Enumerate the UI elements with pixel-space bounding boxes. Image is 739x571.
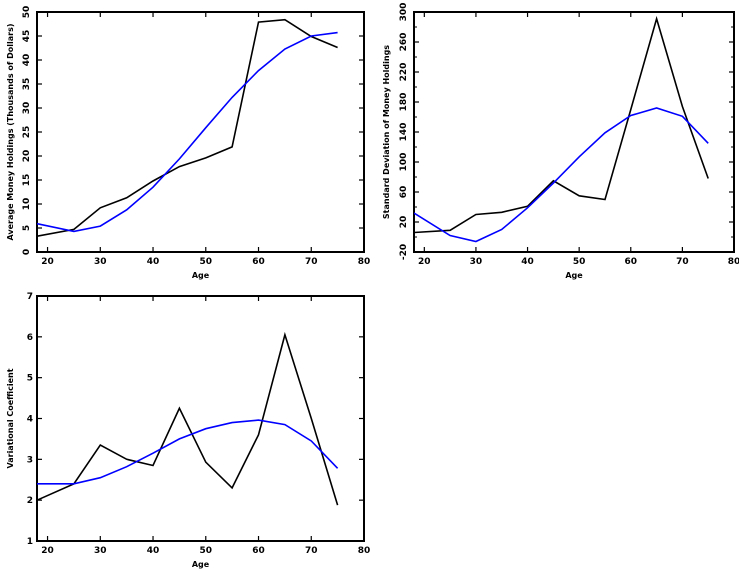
- chart-1-y-tick-label: 180: [399, 93, 409, 112]
- chart-2-y-tick-label: 2: [27, 496, 33, 506]
- chart-0-x-tick-label: 30: [94, 257, 107, 267]
- chart-0-y-axis-label: Average Money Holdings (Thousands of Dol…: [6, 23, 15, 240]
- chart-2-y-tick-label: 4: [27, 415, 33, 425]
- chart-0-series-0-line: [37, 18, 338, 237]
- chart-1-x-tick-label: 50: [573, 257, 586, 267]
- chart-2-y-tick-label: 7: [27, 292, 33, 302]
- chart-1-y-tick-label: 20: [399, 216, 409, 229]
- chart-0-y-tick-label: 5: [22, 225, 32, 231]
- chart-2-x-tick-label: 60: [252, 546, 265, 556]
- chart-2-x-tick-label: 80: [358, 546, 371, 556]
- chart-1-x-tick-label: 20: [418, 257, 431, 267]
- chart-0-x-tick-label: 40: [147, 257, 160, 267]
- chart-1-y-tick-label: 60: [399, 186, 409, 199]
- chart-0-x-tick-label: 20: [41, 257, 54, 267]
- chart-0-x-tick-label: 50: [200, 257, 213, 267]
- chart-0-y-tick-label: 15: [22, 174, 32, 187]
- chart-0-y-tick-label: 20: [22, 150, 32, 163]
- chart-0-x-tick-label: 70: [305, 257, 318, 267]
- chart-1-y-axis-label: Standard Deviation of Money Holdings: [382, 45, 391, 219]
- chart-0-y-tick-label: 50: [22, 6, 32, 19]
- chart-2-y-axis-label: Variational Coefficient: [6, 368, 15, 468]
- chart-1-y-tick-label: -20: [399, 244, 409, 260]
- chart-0-x-axis-label: Age: [192, 271, 210, 280]
- chart-0-x-tick-label: 60: [252, 257, 265, 267]
- chart-1-x-tick-label: 40: [521, 257, 534, 267]
- chart-0-y-tick-label: 35: [22, 78, 32, 91]
- chart-0-x-tick-label: 80: [358, 257, 371, 267]
- chart-1-series-0-line: [414, 15, 709, 234]
- chart-1-series-1-line: [414, 107, 709, 243]
- chart-0-y-tick-label: 40: [22, 54, 32, 67]
- chart-2-series-1-line: [37, 419, 339, 485]
- chart-2-x-tick-label: 40: [147, 546, 160, 556]
- chart-2-plot-frame: [36, 295, 365, 542]
- chart-1-x-tick-label: 30: [470, 257, 483, 267]
- chart-2-y-tick-label: 6: [27, 333, 33, 343]
- chart-2-x-tick-label: 70: [305, 546, 318, 556]
- chart-2-y-tick-label: 1: [27, 537, 33, 547]
- chart-0-plot-frame: [36, 11, 365, 253]
- chart-2-series-0-line: [37, 331, 339, 506]
- chart-1-y-tick-label: 100: [399, 153, 409, 172]
- chart-1-y-tick-label: 300: [399, 3, 409, 22]
- chart-0-series-1-line: [37, 31, 338, 233]
- chart-2-x-tick-label: 30: [94, 546, 107, 556]
- chart-1-plot-frame: [413, 11, 735, 253]
- chart-1-x-tick-label: 80: [728, 257, 739, 267]
- chart-2-x-tick-label: 50: [200, 546, 213, 556]
- chart-1-x-axis-label: Age: [565, 271, 583, 280]
- chart-0-y-tick-label: 45: [22, 30, 32, 43]
- chart-0-y-tick-label: 30: [22, 102, 32, 115]
- panel-standard-deviation: 20 30 40 50 60 70 80 -20 20 60 100 140 180 220 260 300 A…: [382, 3, 739, 280]
- chart-1-x-tick-label: 60: [625, 257, 638, 267]
- chart-2-y-tick-label: 3: [27, 455, 33, 465]
- chart-0-y-tick-label: 25: [22, 126, 32, 139]
- panel-average-money-holdings: 20 30 40 50 60 70 80 0 5 10 15 20 25 30 35 40 45 50 Age Ave…: [6, 6, 370, 280]
- chart-0-y-tick-label: 0: [22, 249, 32, 255]
- chart-1-y-tick-label: 260: [399, 33, 409, 52]
- chart-2-y-tick-label: 5: [27, 374, 33, 384]
- panel-variational-coefficient: 20 30 40 50 60 70 80 1 2 3 4 5 6 7 Age Variational Coef…: [6, 292, 370, 569]
- chart-1-y-tick-label: 140: [399, 123, 409, 142]
- chart-2-x-axis-label: Age: [192, 560, 210, 569]
- chart-1-x-tick-label: 70: [676, 257, 689, 267]
- chart-2-x-tick-label: 20: [41, 546, 54, 556]
- chart-0-y-tick-label: 10: [22, 198, 32, 211]
- chart-1-y-tick-label: 220: [399, 63, 409, 82]
